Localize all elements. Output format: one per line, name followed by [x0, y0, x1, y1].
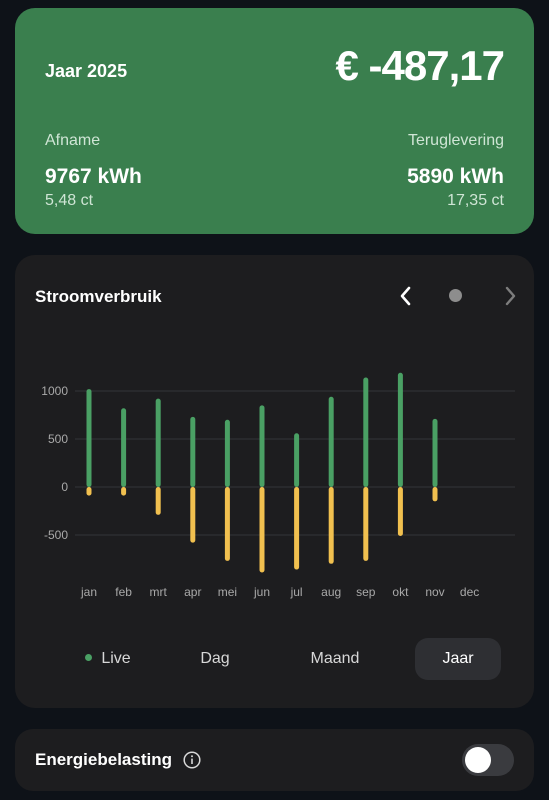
x-tick-label: aug: [321, 585, 341, 599]
y-tick-label: 1000: [41, 384, 68, 398]
year-label: Jaar 2025: [45, 61, 128, 81]
live-dot-icon: [85, 654, 93, 662]
teruglevering-price: 17,35 ct: [447, 192, 504, 209]
bar-return[interactable]: [328, 487, 334, 564]
energiebelasting-toggle[interactable]: [462, 744, 514, 776]
bar-return[interactable]: [224, 487, 230, 561]
y-tick-label: -500: [44, 528, 68, 542]
tab-live[interactable]: Live: [73, 638, 143, 680]
x-tick-label: dec: [460, 585, 479, 599]
afname-value: 9767 kWh: [45, 165, 142, 188]
chevron-left-icon[interactable]: [395, 283, 417, 309]
bar-return[interactable]: [397, 487, 403, 536]
tab-live-label: Live: [101, 650, 131, 667]
period-tabs: Live Dag Maand Jaar: [55, 638, 501, 682]
bar-consumption[interactable]: [432, 418, 438, 487]
bar-consumption[interactable]: [224, 419, 230, 487]
bar-return[interactable]: [294, 487, 300, 570]
bar-return[interactable]: [259, 487, 265, 573]
bar-return[interactable]: [121, 487, 127, 496]
bar-consumption[interactable]: [397, 372, 403, 487]
bar-consumption[interactable]: [363, 377, 369, 487]
bar-return[interactable]: [86, 487, 92, 496]
info-icon[interactable]: [183, 751, 201, 769]
bar-return[interactable]: [155, 487, 161, 515]
x-tick-label: apr: [184, 585, 201, 599]
teruglevering-value: 5890 kWh: [407, 165, 504, 188]
x-tick-label: okt: [392, 585, 409, 599]
toggle-knob: [465, 747, 491, 773]
bar-consumption[interactable]: [259, 405, 265, 487]
period-indicator-dot[interactable]: [449, 289, 462, 302]
energiebelasting-card: Energiebelasting: [15, 729, 534, 791]
x-tick-label: mei: [218, 585, 237, 599]
energiebelasting-label: Energiebelasting: [35, 750, 172, 769]
afname-price: 5,48 ct: [45, 192, 94, 209]
bar-consumption[interactable]: [121, 408, 127, 487]
bar-consumption[interactable]: [190, 416, 196, 487]
bar-return[interactable]: [432, 487, 438, 502]
stroomverbruik-card: 1000 500 0 -500 jan feb mrt apr mei jun jul aug sep o…: [15, 255, 534, 708]
year-summary-card: Jaar 2025 € -487,17 Afname 9767 kWh 5,48…: [15, 8, 534, 234]
y-tick-label: 500: [48, 432, 68, 446]
tab-jaar[interactable]: Jaar: [415, 638, 501, 680]
total-amount: € -487,17: [335, 42, 505, 89]
x-tick-label: nov: [425, 585, 444, 599]
teruglevering-label: Teruglevering: [407, 132, 504, 149]
chart-title: Stroomverbruik: [35, 287, 162, 306]
afname-label: Afname: [45, 132, 101, 149]
bar-consumption[interactable]: [86, 389, 92, 487]
chevron-right-icon[interactable]: [499, 283, 521, 309]
bar-return[interactable]: [363, 487, 369, 561]
bar-consumption[interactable]: [294, 433, 300, 487]
stroomverbruik-chart: 1000 500 0 -500 jan feb mrt apr mei jun jul aug sep o…: [41, 372, 515, 599]
x-tick-label: feb: [115, 585, 132, 599]
x-tick-label: sep: [356, 585, 376, 599]
bar-return[interactable]: [190, 487, 196, 543]
x-tick-label: mrt: [150, 585, 168, 599]
y-tick-label: 0: [61, 480, 68, 494]
x-tick-label: jul: [290, 585, 303, 599]
bar-consumption[interactable]: [155, 398, 161, 487]
x-tick-label: jun: [253, 585, 270, 599]
bar-consumption[interactable]: [328, 396, 334, 487]
x-tick-label: jan: [80, 585, 97, 599]
tab-maand[interactable]: Maand: [310, 650, 360, 667]
tab-dag[interactable]: Dag: [200, 650, 230, 667]
